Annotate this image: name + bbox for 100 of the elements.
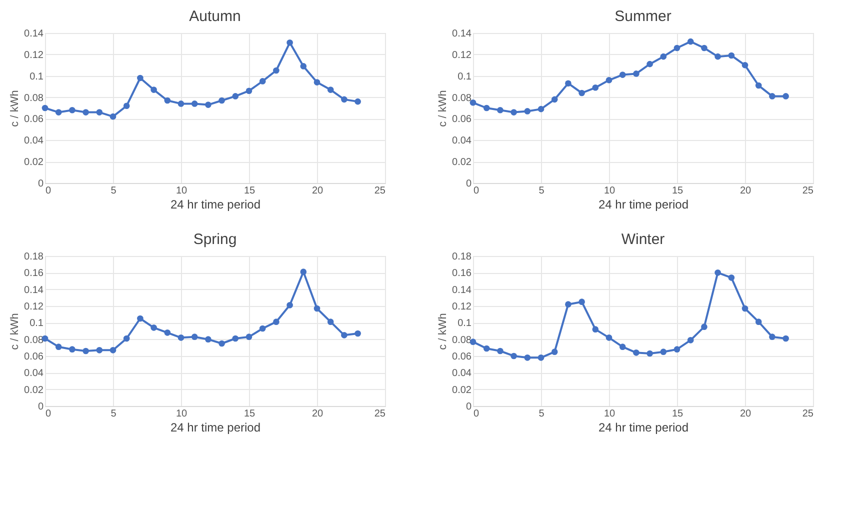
y-axis-title: c / kWh xyxy=(9,90,22,127)
x-axis-title: 24 hr time period xyxy=(598,420,689,434)
chart-title: Summer xyxy=(614,8,672,25)
y-tick-label: 0.02 xyxy=(452,157,472,168)
y-tick-label: 0.14 xyxy=(24,284,44,296)
point xyxy=(782,93,789,100)
x-axis-title: 24 hr time period xyxy=(598,198,689,212)
x-tick-label: 0 xyxy=(46,408,52,420)
x-tick-label: 0 xyxy=(474,408,480,420)
y-tick-label: 0.16 xyxy=(24,268,44,280)
point xyxy=(470,99,476,106)
y-tick-label: 0.04 xyxy=(452,368,472,380)
point xyxy=(687,38,694,45)
point xyxy=(551,96,558,103)
point xyxy=(191,100,198,107)
x-tick-label: 0 xyxy=(474,186,480,196)
point xyxy=(82,348,89,354)
y-tick-label: 0.12 xyxy=(452,50,472,61)
point xyxy=(633,350,640,356)
point xyxy=(259,325,266,332)
y-tick-label: 0.06 xyxy=(452,114,472,126)
x-tick-label: 15 xyxy=(244,408,256,420)
y-tick-label: 0.04 xyxy=(24,136,44,147)
point xyxy=(273,67,280,74)
point xyxy=(755,82,762,89)
point xyxy=(55,109,62,116)
y-tick-label: 0.18 xyxy=(24,252,44,262)
point xyxy=(232,93,239,100)
point xyxy=(497,106,504,114)
point xyxy=(96,109,103,116)
point xyxy=(314,305,320,312)
x-tick-label: 15 xyxy=(244,186,256,196)
x-tick-label: 5 xyxy=(110,408,117,420)
point xyxy=(728,274,735,281)
point xyxy=(354,330,361,337)
point xyxy=(619,344,626,350)
x-tick-label: 5 xyxy=(110,186,117,196)
x-axis-title: 24 hr time period xyxy=(170,198,261,212)
point xyxy=(483,345,490,352)
chart-title: Winter xyxy=(621,231,665,248)
point xyxy=(646,60,653,68)
point xyxy=(218,97,225,104)
point xyxy=(96,347,103,354)
point xyxy=(273,318,280,325)
point xyxy=(538,106,544,112)
x-tick-label: 5 xyxy=(538,186,545,196)
point xyxy=(218,340,225,347)
point xyxy=(769,334,776,340)
point xyxy=(150,324,157,331)
x-tick-label: 10 xyxy=(176,186,188,196)
point xyxy=(314,79,320,86)
y-tick-label: 0.06 xyxy=(452,352,472,362)
y-tick-label: 0.12 xyxy=(24,50,44,61)
y-tick-label: 0.02 xyxy=(452,384,472,396)
point xyxy=(178,100,184,107)
point xyxy=(701,324,708,330)
y-tick-label: 0 xyxy=(466,402,472,412)
point xyxy=(286,39,293,46)
x-tick-label: 25 xyxy=(802,408,814,420)
point xyxy=(178,334,184,341)
point xyxy=(769,93,776,100)
point xyxy=(69,346,76,352)
y-tick-label: 0.12 xyxy=(452,302,472,312)
point xyxy=(592,326,599,332)
y-tick-label: 0.12 xyxy=(24,302,44,312)
y-tick-label: 0.06 xyxy=(24,352,44,362)
point xyxy=(565,301,572,308)
y-tick-label: 0.16 xyxy=(452,268,472,280)
point xyxy=(606,334,612,341)
y-tick-label: 0.1 xyxy=(30,71,44,82)
x-tick-label: 25 xyxy=(802,186,814,196)
point xyxy=(674,346,680,352)
x-tick-label: 25 xyxy=(374,408,386,420)
point xyxy=(578,90,585,96)
point xyxy=(300,63,307,70)
y-tick-label: 0.06 xyxy=(24,114,44,126)
point xyxy=(341,96,348,103)
point xyxy=(110,113,116,120)
point xyxy=(246,88,252,94)
y-tick-label: 0.14 xyxy=(452,284,472,296)
chart-title: Autumn xyxy=(189,8,241,25)
y-tick-label: 0.1 xyxy=(458,318,472,330)
y-tick-label: 0.08 xyxy=(24,334,44,346)
point xyxy=(191,334,198,340)
x-tick-label: 10 xyxy=(176,408,188,420)
y-axis-title: c / kWh xyxy=(9,313,22,350)
point xyxy=(327,318,334,325)
point xyxy=(354,98,361,105)
point xyxy=(538,354,544,361)
point xyxy=(205,336,212,342)
point xyxy=(164,330,171,336)
chart-title: Spring xyxy=(193,231,237,248)
point xyxy=(578,298,585,305)
point xyxy=(742,305,748,312)
point xyxy=(701,44,708,52)
y-tick-label: 0.1 xyxy=(458,71,472,82)
x-tick-label: 20 xyxy=(740,186,752,196)
point xyxy=(286,302,293,308)
y-axis-title: c / kWh xyxy=(437,313,450,350)
point xyxy=(592,84,599,91)
